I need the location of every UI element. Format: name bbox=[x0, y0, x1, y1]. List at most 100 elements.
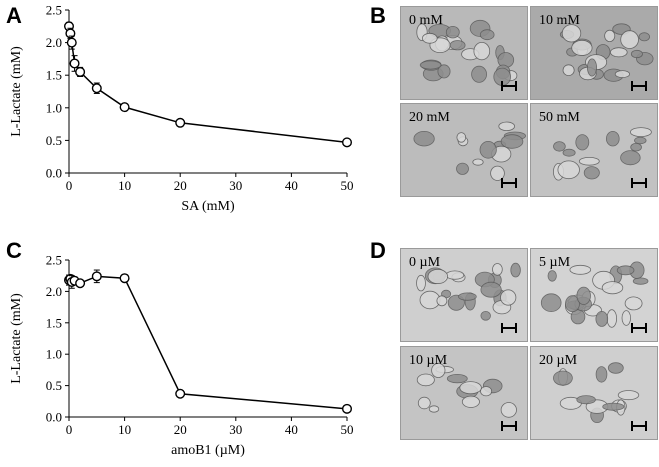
y-tick-label: 0.5 bbox=[46, 133, 62, 148]
cell-shape bbox=[587, 58, 598, 77]
chart-c: 0.0 0.5 1.0 1.5 2.0 2.5 0 10 20 30 40 50 amoB1 (µM) L… bbox=[9, 253, 354, 459]
cell-shape bbox=[630, 127, 652, 138]
micrograph-texture bbox=[416, 362, 517, 418]
cell-shape bbox=[540, 293, 562, 313]
cell-shape bbox=[427, 268, 449, 284]
scale-bar bbox=[631, 81, 647, 91]
cell-shape bbox=[498, 121, 515, 132]
cell-shape bbox=[606, 131, 620, 147]
cell-shape bbox=[562, 148, 576, 157]
chart-a: 0.0 0.5 1.0 1.5 2.0 2.5 0 10 20 30 40 50 SA (mM) L-La… bbox=[9, 3, 354, 215]
data-point bbox=[91, 83, 102, 94]
cell-shape bbox=[456, 132, 467, 143]
micrograph-texture bbox=[416, 19, 518, 86]
cell-shape bbox=[576, 286, 591, 305]
x-tick-label: 40 bbox=[285, 178, 298, 193]
data-point bbox=[175, 117, 186, 128]
data-point bbox=[342, 403, 353, 414]
cell-shape bbox=[616, 265, 635, 276]
micrograph-texture bbox=[552, 362, 640, 424]
y-tick-label: 1.5 bbox=[46, 68, 62, 83]
cell-shape bbox=[479, 141, 497, 159]
micrograph-label: 10 mM bbox=[539, 13, 580, 28]
x-axis-label: SA (mM) bbox=[181, 199, 235, 214]
cell-shape bbox=[553, 141, 566, 152]
x-tick-label: 50 bbox=[341, 422, 354, 437]
cell-shape bbox=[456, 162, 469, 175]
cell-shape bbox=[602, 402, 625, 411]
cell-shape bbox=[500, 289, 517, 306]
scale-bar bbox=[631, 178, 647, 188]
cell-shape bbox=[576, 395, 596, 405]
y-tick-label: 0.5 bbox=[46, 378, 62, 393]
micrograph-texture bbox=[413, 121, 527, 181]
cell-shape bbox=[632, 277, 649, 285]
cell-shape bbox=[607, 362, 624, 374]
cell-shape bbox=[552, 370, 573, 386]
data-point bbox=[119, 102, 130, 113]
x-tick-label: 30 bbox=[229, 422, 242, 437]
micrograph-texture bbox=[559, 23, 654, 82]
cell-shape bbox=[571, 39, 593, 56]
micrograph-texture bbox=[416, 262, 521, 321]
scale-bar bbox=[501, 178, 517, 188]
cell-shape bbox=[575, 134, 590, 151]
data-point bbox=[75, 278, 86, 289]
micrograph-label: 0 µM bbox=[409, 255, 441, 270]
cell-shape bbox=[419, 60, 442, 70]
cell-shape bbox=[472, 158, 484, 166]
panel-letter-c: C bbox=[6, 238, 22, 263]
micrograph-d-1: 0 µM bbox=[400, 248, 528, 342]
cell-shape bbox=[569, 264, 592, 275]
cell-shape bbox=[461, 395, 480, 408]
y-axis-label: L-Lactate (mM) bbox=[9, 46, 24, 137]
x-tick-label: 50 bbox=[341, 178, 354, 193]
micrograph-label: 20 mM bbox=[409, 110, 450, 125]
micrograph-label: 0 mM bbox=[409, 13, 443, 28]
y-tick-label: 2.0 bbox=[46, 284, 62, 299]
micrograph-label: 20 µM bbox=[539, 353, 578, 368]
cell-shape bbox=[604, 29, 616, 43]
cell-shape bbox=[610, 47, 628, 58]
cell-shape bbox=[557, 160, 580, 180]
cell-shape bbox=[617, 390, 640, 401]
cell-shape bbox=[500, 134, 524, 149]
cell-shape bbox=[436, 295, 448, 307]
cell-shape bbox=[459, 381, 482, 395]
cell-shape bbox=[547, 270, 557, 282]
cell-shape bbox=[606, 309, 618, 328]
micrograph-label: 10 µM bbox=[409, 353, 448, 368]
panel-letter-d: D bbox=[370, 238, 386, 263]
data-point bbox=[69, 58, 80, 69]
cell-shape bbox=[583, 166, 600, 180]
micrograph-b-3: 20 mM bbox=[400, 103, 528, 197]
cell-shape bbox=[595, 311, 609, 327]
cell-shape bbox=[437, 64, 451, 79]
cell-shape bbox=[578, 156, 600, 166]
panel-letter-a: A bbox=[6, 3, 22, 28]
y-tick-label: 2.5 bbox=[46, 253, 62, 268]
data-point bbox=[119, 273, 130, 284]
x-axis-label: amoB1 (µM) bbox=[171, 443, 245, 458]
x-tick-label: 0 bbox=[66, 422, 73, 437]
cell-shape bbox=[458, 292, 477, 301]
cell-shape bbox=[446, 374, 468, 384]
cell-shape bbox=[500, 402, 517, 418]
micrograph-label: 5 µM bbox=[539, 255, 571, 270]
data-point bbox=[91, 271, 102, 282]
micrograph-b-1: 0 mM bbox=[400, 6, 528, 100]
y-tick-label: 1.0 bbox=[46, 347, 62, 362]
scale-bar bbox=[631, 421, 647, 431]
cell-shape bbox=[595, 366, 608, 383]
cell-shape bbox=[428, 405, 440, 413]
scale-bar bbox=[501, 421, 517, 431]
cell-shape bbox=[621, 310, 632, 326]
micrograph-b-4: 50 mM bbox=[530, 103, 658, 197]
cell-shape bbox=[449, 40, 466, 51]
cell-shape bbox=[562, 64, 575, 76]
cell-shape bbox=[510, 262, 521, 278]
cell-shape bbox=[614, 70, 631, 78]
micrograph-label: 50 mM bbox=[539, 110, 580, 125]
cell-shape bbox=[601, 281, 624, 295]
cell-shape bbox=[479, 29, 495, 41]
